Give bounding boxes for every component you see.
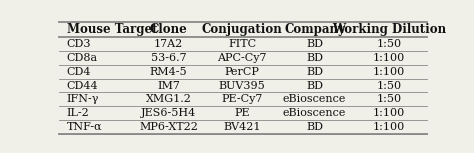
Text: RM4-5: RM4-5 — [150, 67, 187, 77]
Text: BD: BD — [306, 53, 323, 63]
Text: eBioscence: eBioscence — [283, 108, 346, 118]
Text: CD8a: CD8a — [66, 53, 98, 63]
Text: Mouse Target: Mouse Target — [66, 23, 157, 36]
Text: BV421: BV421 — [223, 122, 261, 132]
Text: 1:100: 1:100 — [373, 122, 405, 132]
Text: MP6-XT22: MP6-XT22 — [139, 122, 198, 132]
Text: Conjugation: Conjugation — [201, 23, 283, 36]
Text: 1:100: 1:100 — [373, 53, 405, 63]
Text: APC-Cy7: APC-Cy7 — [217, 53, 267, 63]
Text: BUV395: BUV395 — [219, 80, 265, 91]
Text: PerCP: PerCP — [225, 67, 259, 77]
Text: 1:100: 1:100 — [373, 108, 405, 118]
Text: Company: Company — [284, 23, 345, 36]
Text: JES6-5H4: JES6-5H4 — [141, 108, 196, 118]
Text: PE-Cy7: PE-Cy7 — [221, 94, 263, 104]
Text: 17A2: 17A2 — [154, 39, 183, 49]
Text: IM7: IM7 — [157, 80, 180, 91]
Text: CD44: CD44 — [66, 80, 98, 91]
Text: 1:50: 1:50 — [376, 80, 401, 91]
Text: PE: PE — [234, 108, 250, 118]
Text: CD4: CD4 — [66, 67, 91, 77]
Text: Working Dilution: Working Dilution — [332, 23, 446, 36]
Text: eBioscence: eBioscence — [283, 94, 346, 104]
Text: TNF-α: TNF-α — [66, 122, 102, 132]
Text: BD: BD — [306, 122, 323, 132]
Text: XMG1.2: XMG1.2 — [146, 94, 191, 104]
Text: 1:100: 1:100 — [373, 67, 405, 77]
Text: BD: BD — [306, 80, 323, 91]
Text: IL-2: IL-2 — [66, 108, 89, 118]
Text: IFN-γ: IFN-γ — [66, 94, 99, 104]
Text: BD: BD — [306, 67, 323, 77]
Text: Clone: Clone — [150, 23, 187, 36]
Text: FITC: FITC — [228, 39, 256, 49]
Text: 53-6.7: 53-6.7 — [151, 53, 186, 63]
Text: 1:50: 1:50 — [376, 94, 401, 104]
Text: 1:50: 1:50 — [376, 39, 401, 49]
Text: CD3: CD3 — [66, 39, 91, 49]
Text: BD: BD — [306, 39, 323, 49]
